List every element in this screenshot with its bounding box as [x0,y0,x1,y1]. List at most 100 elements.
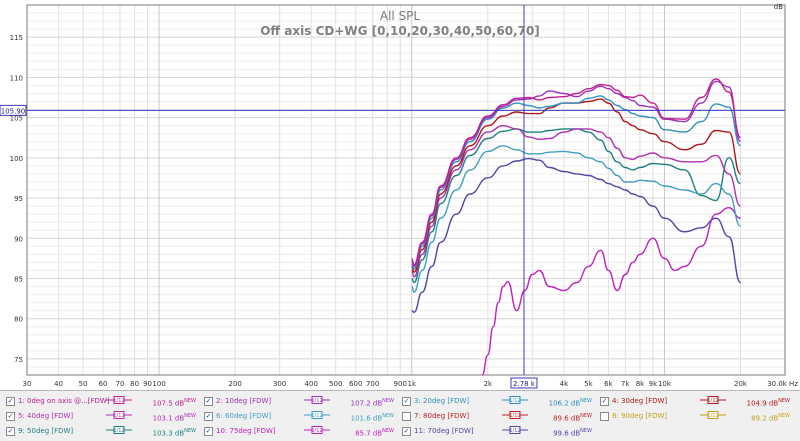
x-tick-label: 1k [408,380,417,388]
x-tick-label: 900 [394,380,407,388]
legend-checkbox[interactable]: ✓ [402,397,411,406]
x-tick-label: 400 [305,380,318,388]
legend-item[interactable]: ✓ 3: 20deg [FDW] 1/12 106.2 dBNEW [402,394,598,408]
legend-value: 103.1 dBNEW [152,413,196,423]
y-tick-label: 80 [14,316,23,324]
legend-item[interactable]: ✓ 6: 60deg [FDW] 1/12 101.6 dBNEW [204,409,400,423]
legend-item[interactable]: ✓ 9: 50deg [FDW] 1/12 103.3 dBNEW [6,424,202,438]
x-tick-label: 2k [484,380,493,388]
smoothing-box [509,396,521,404]
smoothing-box [311,426,323,434]
smoothing-icon[interactable]: 1/12 [700,396,726,404]
legend-item[interactable]: ✓ 10: 75deg [FDW] 1/12 85.7 dBNEW [204,424,400,438]
legend-item[interactable]: ✓ 11: 70deg [FDW] 1/12 99.6 dBNEW [402,424,598,438]
smoothing-box [707,396,719,404]
chart-title: All SPL [380,9,421,23]
x-tick-label: 9k [649,380,658,388]
smoothing-icon[interactable]: 1/12 [304,396,330,404]
legend-checkbox[interactable]: ✓ [204,427,213,436]
legend-item[interactable]: 8: 90deg [FDW] 1/12 89.2 dBNEW [600,409,796,423]
x-tick-label: 80 [130,380,139,388]
chart-subtitle: Off axis CD+WG [0,10,20,30,40,50,60,70] [260,24,540,38]
series-lines [411,78,742,376]
legend-value: 89.6 dBNEW [553,413,592,423]
y-tick-label: 110 [10,74,23,82]
legend-value-tag: NEW [778,398,790,404]
smoothing-label: 1/12 [509,398,520,404]
smoothing-icon[interactable]: 1/12 [502,411,528,419]
smoothing-label: 1/12 [113,398,124,404]
legend-item[interactable]: ✓ 2: 10deg [FDW] 1/12 107.2 dBNEW [204,394,400,408]
smoothing-icon[interactable]: 1/12 [700,411,726,419]
legend-checkbox[interactable]: ✓ [402,427,411,436]
legend-value: 104.9 dBNEW [746,398,790,408]
legend-value: 101.6 dBNEW [350,413,394,423]
legend-value: 106.2 dBNEW [548,398,592,408]
x-tick-label: 30 [23,380,32,388]
y-tick-label: 100 [10,155,23,163]
legend-item[interactable]: ✓ 1: 0deg on axis @...[FDW] 1/12 107.5 dBNE… [6,394,202,408]
x-tick-label: 300 [273,380,286,388]
smoothing-label: 1/12 [113,413,124,419]
legend-label: 9: 50deg [FDW] [18,427,74,435]
smoothing-icon[interactable]: 1/12 [304,411,330,419]
legend-value-tag: NEW [184,413,196,419]
x-tick-label: 40 [54,380,63,388]
smoothing-label: 1/12 [707,413,718,419]
legend-item[interactable]: ✓ 4: 30deg [FDW] 1/12 104.9 dBNEW [600,394,796,408]
smoothing-box [113,411,125,419]
legend-checkbox[interactable]: ✓ [6,427,15,436]
legend-label: 7: 80deg [FDW] [414,412,470,420]
legend-checkbox[interactable] [600,412,609,421]
legend-checkbox[interactable]: ✓ [204,412,213,421]
legend-value-tag: NEW [778,413,790,419]
chart-grid [26,4,786,376]
smoothing-icon[interactable]: 1/12 [304,426,330,434]
legend-checkbox[interactable]: ✓ [6,412,15,421]
legend-value-tag: NEW [580,398,592,404]
cursor-y-label: 105.90 [1,107,26,115]
legend-checkbox[interactable] [402,412,411,421]
legend-checkbox[interactable]: ✓ [600,397,609,406]
smoothing-icon[interactable]: 1/12 [106,411,132,419]
legend-label: 4: 30deg [FDW] [612,397,668,405]
legend-label: 1: 0deg on axis @...[FDW] [18,397,110,405]
smoothing-label: 1/12 [311,398,322,404]
smoothing-icon[interactable]: 1/12 [502,396,528,404]
series-line [411,124,741,278]
cursor-y-box [0,104,27,116]
legend-item[interactable]: 7: 80deg [FDW] 1/12 89.6 dBNEW [402,409,598,423]
smoothing-box [509,426,521,434]
smoothing-icon[interactable]: 1/12 [106,426,132,434]
legend-label: 6: 60deg [FDW] [216,412,272,420]
legend-label: 10: 75deg [FDW] [216,427,276,435]
smoothing-box [113,396,125,404]
legend-value-tag: NEW [382,413,394,419]
legend-checkbox[interactable]: ✓ [204,397,213,406]
smoothing-icon[interactable]: 1/12 [106,396,132,404]
smoothing-label: 1/12 [509,428,520,434]
series-line [411,145,741,293]
legend-value: 103.3 dBNEW [152,428,196,438]
legend-checkbox[interactable]: ✓ [6,397,15,406]
legend-panel: ✓ 1: 0deg on axis @...[FDW] 1/12 107.5 dBNE… [0,390,800,441]
legend-label: 11: 70deg [FDW] [414,427,474,435]
legend-label: 8: 90deg [FDW] [612,412,668,420]
x-tick-label: 600 [349,380,362,388]
x-tick-label: 200 [228,380,241,388]
x-tick-label: 6k [604,380,613,388]
y-tick-label: 95 [14,195,23,203]
y-tick-label: 115 [10,34,23,42]
smoothing-icon[interactable]: 1/12 [502,426,528,434]
legend-value-tag: NEW [580,413,592,419]
x-tick-label: 4k [560,380,569,388]
legend-item[interactable]: ✓ 5: 40deg [FDW] 1/12 103.1 dBNEW [6,409,202,423]
legend-value-tag: NEW [184,428,196,434]
legend-value-tag: NEW [580,428,592,434]
legend-label: 5: 40deg [FDW] [18,412,74,420]
x-tick-label: 70 [116,380,125,388]
legend-value-tag: NEW [382,398,394,404]
x-tick-label: 5k [584,380,593,388]
legend-value: 89.2 dBNEW [751,413,790,423]
